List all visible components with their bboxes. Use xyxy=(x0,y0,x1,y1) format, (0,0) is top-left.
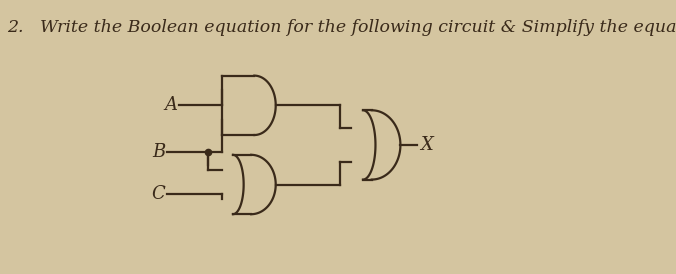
Text: 2.   Write the Boolean equation for the following circuit & Simplify the equatio: 2. Write the Boolean equation for the fo… xyxy=(7,19,676,36)
Text: C: C xyxy=(151,185,165,203)
Text: B: B xyxy=(152,143,165,161)
Text: X: X xyxy=(420,136,433,154)
Text: A: A xyxy=(164,96,177,114)
